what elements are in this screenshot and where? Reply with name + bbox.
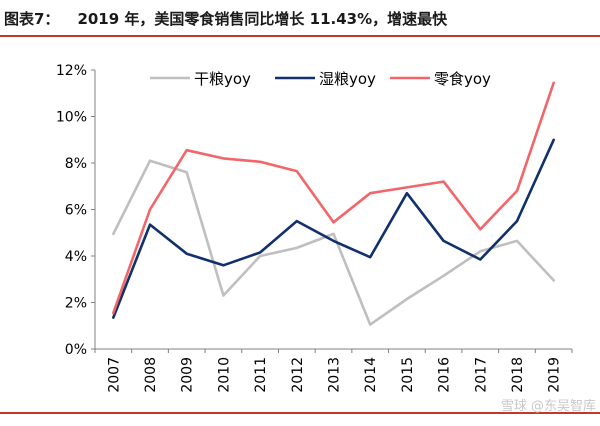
x-tick-label: 2012 bbox=[290, 357, 306, 393]
y-tick-label: 8% bbox=[65, 156, 87, 172]
y-tick-label: 10% bbox=[56, 110, 87, 126]
header-rule bbox=[0, 35, 600, 37]
legend-label-1: 干粮yoy bbox=[194, 70, 251, 88]
series-line-3 bbox=[112, 81, 556, 315]
figure-title: 2019 年，美国零食销售同比增长 11.43%，增速最快 bbox=[77, 10, 448, 28]
x-tick-label: 2007 bbox=[106, 357, 122, 393]
y-tick-label: 12% bbox=[56, 63, 87, 79]
footer-rule bbox=[0, 412, 600, 414]
x-tick-label: 2019 bbox=[547, 357, 563, 393]
x-tick-label: 2009 bbox=[180, 357, 196, 393]
figure-label: 图表7： bbox=[4, 10, 60, 28]
figure-caption: 图表7： 2019 年，美国零食销售同比增长 11.43%，增速最快 bbox=[4, 8, 447, 29]
legend-label-2: 湿粮yoy bbox=[319, 70, 376, 88]
y-tick-label: 2% bbox=[65, 296, 87, 312]
watermark: 雪球 @东吴智库 bbox=[500, 399, 596, 414]
legend-label-3: 零食yoy bbox=[434, 70, 491, 88]
x-tick-label: 2015 bbox=[400, 357, 416, 393]
series-line-1 bbox=[112, 159, 556, 326]
figure-header: 图表7： 2019 年，美国零食销售同比增长 11.43%，增速最快 bbox=[0, 0, 600, 40]
x-tick-label: 2011 bbox=[253, 357, 269, 393]
x-tick-label: 2017 bbox=[473, 357, 489, 393]
x-tick-label: 2013 bbox=[327, 357, 343, 393]
x-tick-label: 2018 bbox=[510, 357, 526, 393]
y-tick-label: 4% bbox=[65, 249, 87, 265]
y-tick-label: 0% bbox=[65, 342, 87, 358]
x-tick-label: 2014 bbox=[363, 357, 379, 393]
x-tick-label: 2010 bbox=[216, 357, 232, 393]
series-line-2 bbox=[112, 138, 556, 319]
y-tick-label: 6% bbox=[65, 203, 87, 219]
x-tick-label: 2016 bbox=[437, 357, 453, 393]
x-tick-label: 2008 bbox=[143, 357, 159, 393]
